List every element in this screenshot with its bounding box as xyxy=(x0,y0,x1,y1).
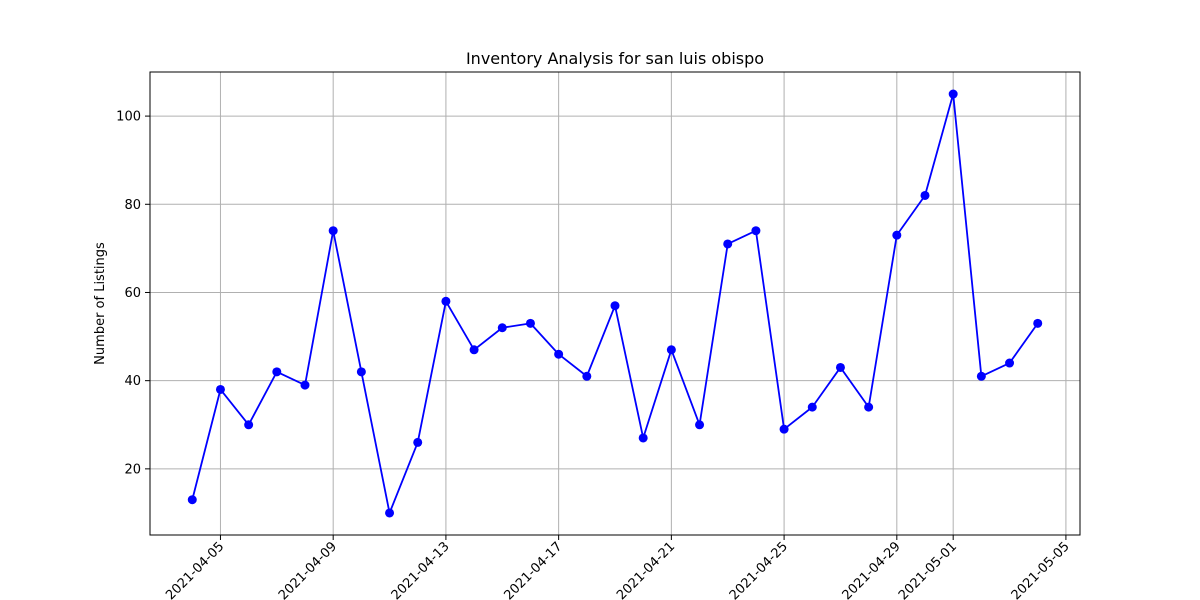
data-point xyxy=(1005,358,1015,368)
plot-area xyxy=(149,71,1081,536)
y-tick-label: 100 xyxy=(116,110,141,125)
data-point xyxy=(356,367,366,377)
data-point xyxy=(638,433,648,443)
data-point xyxy=(469,345,479,355)
data-point xyxy=(554,349,564,359)
y-tick-label: 20 xyxy=(124,462,141,477)
data-point xyxy=(497,323,507,333)
data-point xyxy=(272,367,282,377)
data-point xyxy=(582,371,592,381)
data-point xyxy=(413,437,423,447)
data-point xyxy=(723,239,733,249)
y-axis: 20 40 60 80 100 xyxy=(116,110,150,477)
data-point xyxy=(920,190,930,200)
data-point xyxy=(835,362,845,372)
data-point xyxy=(892,230,902,240)
plot-frame xyxy=(149,71,1081,536)
data-point xyxy=(300,380,310,390)
data-point xyxy=(807,402,817,412)
data-point xyxy=(779,424,789,434)
data-point xyxy=(864,402,874,412)
data-point xyxy=(441,296,451,306)
data-point xyxy=(525,318,535,328)
data-point xyxy=(1033,318,1043,328)
data-point xyxy=(948,89,958,99)
data-point xyxy=(187,495,197,505)
data-point xyxy=(610,301,620,311)
y-axis-label: Number of Listings xyxy=(93,242,108,365)
data-point xyxy=(244,420,254,430)
y-tick-label: 80 xyxy=(124,198,141,213)
data-point xyxy=(385,508,395,518)
data-point xyxy=(666,345,676,355)
data-point xyxy=(751,226,761,236)
series-layer xyxy=(187,89,1043,518)
grid-lines xyxy=(150,72,1080,535)
y-tick-label: 60 xyxy=(124,286,141,301)
data-point xyxy=(328,226,338,236)
y-tick-label: 40 xyxy=(124,374,141,389)
data-point xyxy=(695,420,705,430)
chart-title: Inventory Analysis for san luis obispo xyxy=(466,49,764,68)
data-point xyxy=(215,384,225,394)
data-point xyxy=(976,371,986,381)
